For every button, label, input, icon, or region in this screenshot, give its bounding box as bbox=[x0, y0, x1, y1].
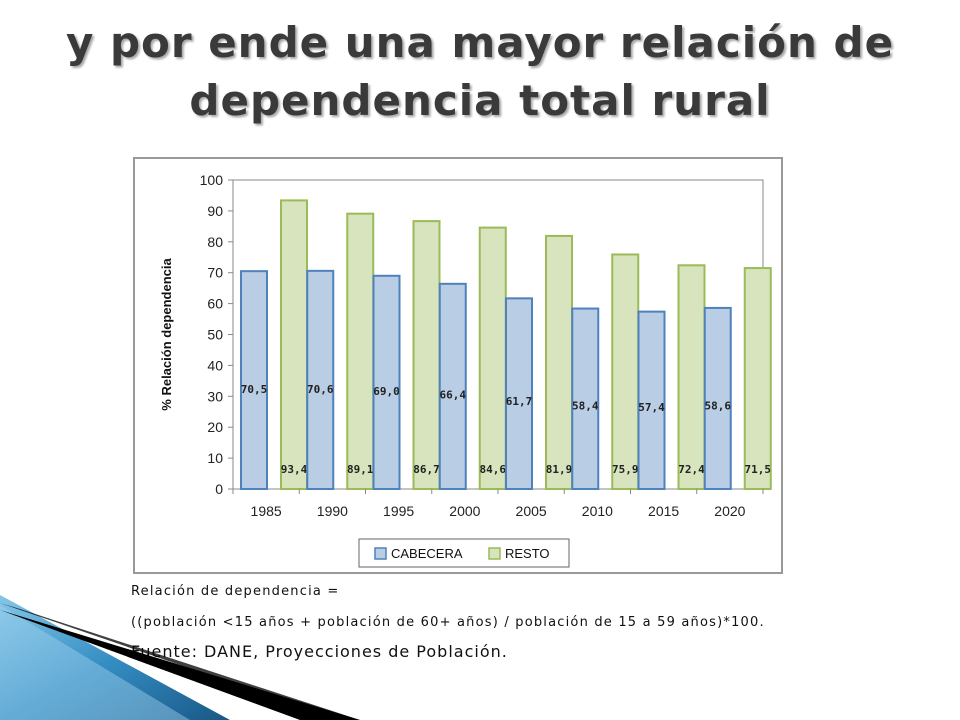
resto-data-label: 86,7 bbox=[413, 463, 440, 476]
cabecera-bar bbox=[240, 270, 268, 490]
resto-data-label: 75,9 bbox=[612, 463, 639, 476]
y-tick-label: 40 bbox=[207, 357, 223, 373]
resto-bar bbox=[545, 234, 573, 490]
x-tick-label: 2000 bbox=[449, 503, 480, 519]
chart-frame: 0 10 20 30 40 50 60 70 80 90 100 % Relación depende… bbox=[133, 157, 783, 574]
y-axis-title: % Relación dependencia bbox=[159, 258, 174, 411]
slide-title-line-1: y por ende una mayor relación de bbox=[65, 18, 895, 67]
x-tick-label: 2015 bbox=[648, 503, 679, 519]
x-tick-label: 2020 bbox=[714, 503, 745, 519]
y-tick-label: 30 bbox=[207, 388, 223, 404]
cabecera-bar bbox=[505, 297, 533, 490]
dependency-ratio-bar-chart: 0 10 20 30 40 50 60 70 80 90 100 % Relación depende… bbox=[159, 172, 772, 568]
x-tick-label: 1995 bbox=[383, 503, 414, 519]
y-tick-label: 20 bbox=[207, 419, 223, 435]
cabecera-data-label: 61,7 bbox=[506, 395, 533, 408]
resto-data-label: 84,6 bbox=[480, 463, 507, 476]
y-tick-label: 90 bbox=[207, 203, 223, 219]
definition-label: Relación de dependencia = bbox=[131, 584, 340, 599]
y-tick-label: 10 bbox=[207, 450, 223, 466]
legend-label-resto: RESTO bbox=[505, 546, 550, 561]
resto-bar bbox=[677, 264, 706, 490]
resto-data-label: 93,4 bbox=[281, 463, 308, 476]
cabecera-bar bbox=[637, 310, 666, 490]
resto-bar bbox=[412, 220, 441, 491]
y-tick-label: 70 bbox=[207, 265, 223, 281]
resto-bar bbox=[743, 267, 772, 490]
legend-label-cabecera: CABECERA bbox=[391, 546, 463, 561]
y-tick-label: 80 bbox=[207, 234, 223, 250]
resto-bar bbox=[611, 253, 640, 491]
cabecera-bar bbox=[703, 306, 732, 490]
cabecera-data-label: 69,0 bbox=[373, 385, 400, 398]
cabecera-data-label: 66,4 bbox=[440, 389, 467, 402]
cabecera-bar bbox=[571, 307, 600, 490]
decorative-swoosh bbox=[0, 595, 360, 720]
legend-swatch-resto bbox=[488, 547, 501, 560]
resto-bar bbox=[478, 226, 507, 490]
slide-title-line-2: dependencia total rural bbox=[189, 76, 771, 125]
cabecera-data-label: 57,4 bbox=[638, 401, 665, 414]
legend-swatch-cabecera bbox=[374, 547, 387, 560]
y-tick-label: 0 bbox=[215, 481, 223, 497]
slide-title: y por ende una mayor relación de depende… bbox=[40, 14, 920, 130]
resto-data-label: 72,4 bbox=[678, 463, 705, 476]
cabecera-data-label: 70,5 bbox=[241, 383, 268, 396]
cabecera-bar bbox=[372, 274, 401, 491]
resto-data-label: 81,9 bbox=[546, 463, 573, 476]
cabecera-data-label: 70,6 bbox=[307, 383, 334, 396]
y-tick-label: 100 bbox=[200, 172, 224, 188]
cabecera-data-label: 58,4 bbox=[572, 400, 599, 413]
legend-box bbox=[358, 538, 570, 568]
resto-bar bbox=[280, 199, 308, 490]
source-text: Fuente: DANE, Proyecciones de Población. bbox=[131, 642, 508, 661]
x-tick-label: 2005 bbox=[516, 503, 547, 519]
cabecera-bar bbox=[438, 282, 467, 490]
cabecera-data-label: 58,6 bbox=[705, 399, 732, 412]
resto-data-label: 71,5 bbox=[745, 463, 772, 476]
x-tick-label: 1990 bbox=[317, 503, 348, 519]
x-tick-label: 2010 bbox=[582, 503, 613, 519]
y-tick-label: 50 bbox=[207, 327, 223, 343]
resto-bar bbox=[346, 212, 375, 490]
x-tick-label: 1985 bbox=[251, 503, 282, 519]
cabecera-bar bbox=[306, 269, 335, 491]
resto-data-label: 89,1 bbox=[347, 463, 374, 476]
chart-notes: Relación de dependencia = ((población <1… bbox=[131, 580, 771, 663]
formula-text: ((población <15 años + población de 60+ … bbox=[131, 615, 765, 630]
y-tick-label: 60 bbox=[207, 296, 223, 312]
